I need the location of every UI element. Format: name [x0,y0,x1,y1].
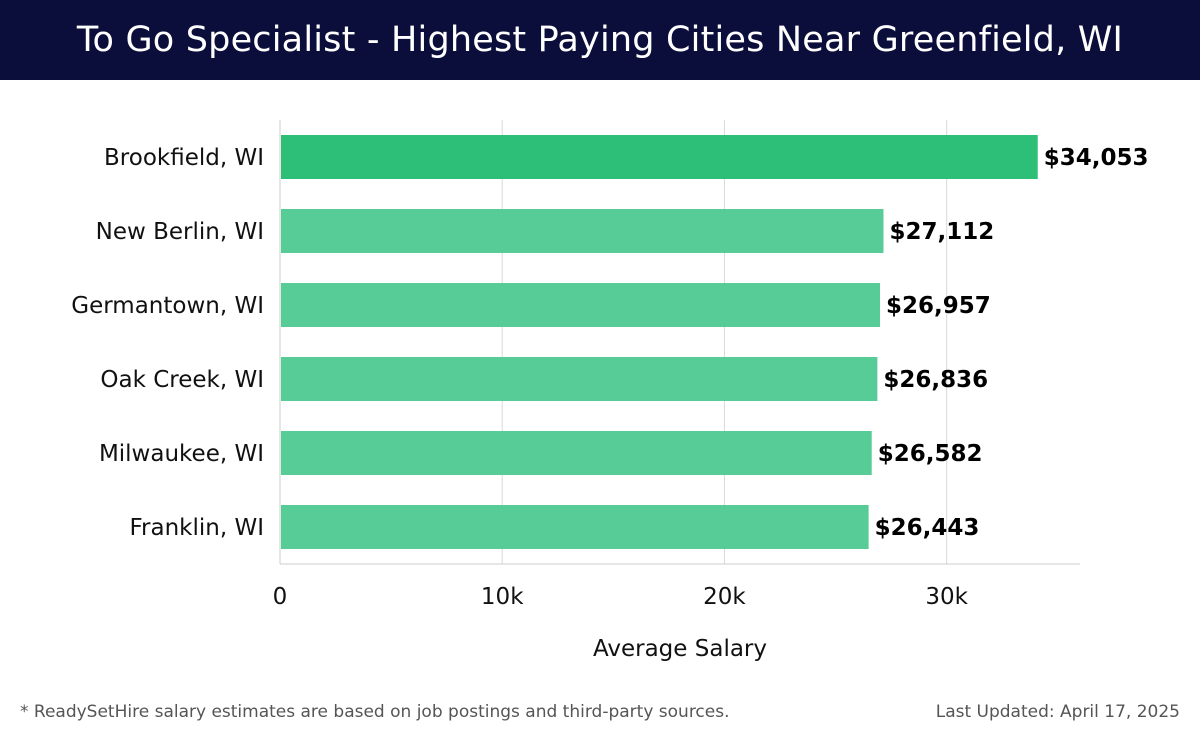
bar [281,283,881,327]
chart-title: To Go Specialist - Highest Paying Cities… [76,20,1124,60]
value-label: $26,836 [883,367,988,393]
salary-bar-chart: Brookfield, WI $34,053 New Berlin, WI $27,1… [71,120,1149,662]
bar [281,505,869,549]
last-updated: Last Updated: April 17, 2025 [935,702,1180,722]
category-label: Germantown, WI [71,293,264,319]
category-label: Milwaukee, WI [99,441,264,467]
value-label: $26,582 [878,441,983,467]
value-label: $34,053 [1044,145,1149,171]
value-label: $26,443 [875,515,980,541]
category-label: Franklin, WI [129,515,264,541]
category-label: Oak Creek, WI [100,367,264,393]
value-label: $26,957 [886,293,991,319]
x-tick-label: 10k [481,584,524,610]
x-tick-label: 0 [273,584,288,610]
x-tick-label: 20k [703,584,746,610]
footnote: * ReadySetHire salary estimates are base… [20,702,730,722]
chart-title-banner: To Go Specialist - Highest Paying Cities… [0,0,1200,80]
bar [281,431,872,475]
x-axis-title: Average Salary [593,636,767,662]
bar [281,209,884,253]
bar [281,357,878,401]
bar [281,135,1038,179]
x-tick-label: 30k [925,584,968,610]
category-label: New Berlin, WI [96,219,264,245]
value-label: $27,112 [889,219,994,245]
category-label: Brookfield, WI [104,145,264,171]
